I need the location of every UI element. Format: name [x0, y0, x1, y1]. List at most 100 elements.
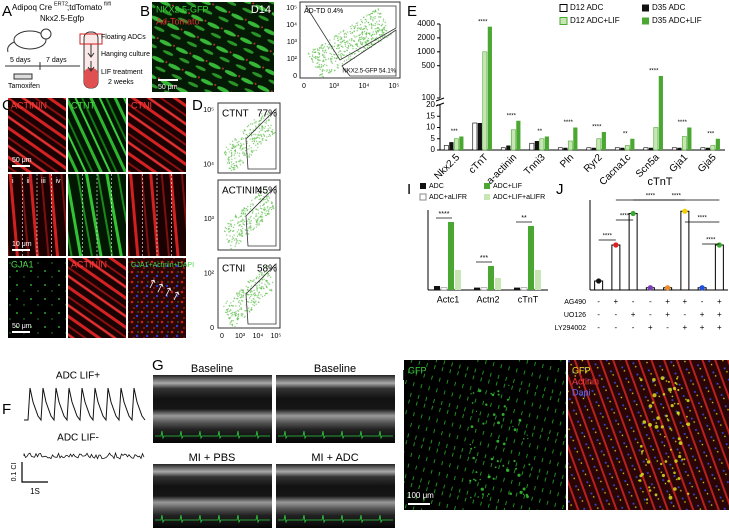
- flow-event: [245, 147, 247, 149]
- flow-event: [357, 45, 359, 48]
- label: NKX2.5-GFP 54.1%: [342, 69, 396, 75]
- panel-letter: A: [2, 3, 12, 20]
- flow-event: [327, 58, 330, 60]
- flow-event: [264, 212, 266, 214]
- bar: [628, 213, 638, 291]
- flow-event: [256, 196, 258, 198]
- flow-event: [242, 162, 244, 164]
- flow-event: [253, 289, 255, 291]
- y-tick-label: 0: [210, 325, 214, 332]
- flow-event: [267, 210, 269, 212]
- cell-signal: [673, 487, 677, 491]
- flow-event: [243, 132, 245, 135]
- flow-event: [342, 54, 344, 56]
- cell-signal: [686, 415, 688, 418]
- cell-signal: [479, 478, 481, 481]
- flow-event: [257, 136, 259, 139]
- flow-event: [266, 195, 268, 198]
- flow-event: [252, 204, 254, 206]
- ecg: [155, 430, 270, 440]
- flow-event: [223, 305, 225, 308]
- flow-event: [317, 66, 319, 69]
- flow-event: [369, 33, 371, 36]
- flow-event: [232, 147, 234, 149]
- cell-signal: [481, 493, 484, 496]
- flow-event: [318, 63, 320, 66]
- flow-event: [369, 14, 371, 16]
- bar: [443, 145, 449, 151]
- flow-event: [239, 225, 241, 227]
- flow-event: [337, 36, 339, 38]
- bar: [687, 127, 692, 150]
- cell-signal: [475, 410, 478, 412]
- panel-letter: C: [2, 97, 13, 114]
- cell-signal: [473, 446, 476, 449]
- sign: +: [700, 310, 705, 319]
- ecg: [278, 430, 393, 440]
- flow-event: [235, 161, 238, 163]
- flow-event: [328, 43, 330, 46]
- flow-event: [261, 272, 263, 275]
- cell-signal: [654, 493, 658, 497]
- flow-event: [262, 265, 265, 267]
- flow-event: [271, 131, 273, 133]
- flow-event: [324, 43, 327, 45]
- flow-event: [261, 211, 264, 214]
- flow-event: [336, 66, 338, 68]
- flow-event: [240, 234, 243, 236]
- flow-event: [356, 35, 358, 38]
- flow-event: [360, 28, 362, 30]
- flow-event: [238, 300, 240, 302]
- flow-event: [245, 233, 247, 235]
- flow-event: [229, 321, 231, 323]
- scale-bar: [21, 462, 48, 483]
- flow-event: [236, 322, 238, 325]
- flow-event: [258, 273, 260, 276]
- flow-event: [261, 271, 263, 274]
- flow-event: [249, 217, 251, 219]
- y-tick-label: 4000: [417, 19, 435, 28]
- flow-event: [351, 44, 353, 47]
- cell-signal: [470, 447, 473, 450]
- flow-event: [325, 58, 327, 61]
- flow-event: [234, 312, 236, 314]
- flow-event: [244, 130, 246, 132]
- flow-event: [370, 12, 372, 15]
- y-tick-label: 15: [426, 111, 435, 120]
- sign: -: [632, 297, 635, 306]
- flow-event: [330, 53, 333, 55]
- flow-event: [269, 289, 271, 291]
- flow-event: [264, 121, 266, 124]
- flow-event: [261, 116, 263, 118]
- flow-event: [266, 286, 268, 289]
- flow-event: [268, 213, 270, 215]
- bar: [510, 129, 516, 151]
- legend-swatch: [642, 4, 649, 12]
- flow-event: [347, 42, 349, 44]
- flow-event: [251, 212, 254, 214]
- flow-event: [323, 51, 326, 54]
- cell-signal: [664, 460, 668, 463]
- flow-event: [240, 240, 242, 243]
- flow-event: [265, 197, 268, 199]
- flow-event: [229, 143, 231, 145]
- flow-event: [321, 73, 323, 75]
- bar: [671, 147, 677, 151]
- panel-title: Baseline: [314, 363, 356, 375]
- flow-event: [319, 74, 321, 77]
- flow-event: [230, 165, 233, 167]
- flow-event: [228, 223, 230, 225]
- flow-event: [259, 134, 261, 136]
- label: Actinin: [572, 376, 599, 386]
- flow-event: [267, 195, 269, 197]
- flow-event: [258, 287, 260, 289]
- flow-event: [361, 28, 364, 31]
- flow-event: [247, 205, 249, 208]
- bar: [573, 127, 578, 150]
- y-tick-label: 1000: [417, 47, 435, 56]
- flow-event: [242, 131, 244, 133]
- flow-event: [233, 297, 235, 299]
- flow-event: [245, 285, 248, 287]
- significance: ****: [706, 238, 716, 244]
- flow-event: [340, 38, 343, 40]
